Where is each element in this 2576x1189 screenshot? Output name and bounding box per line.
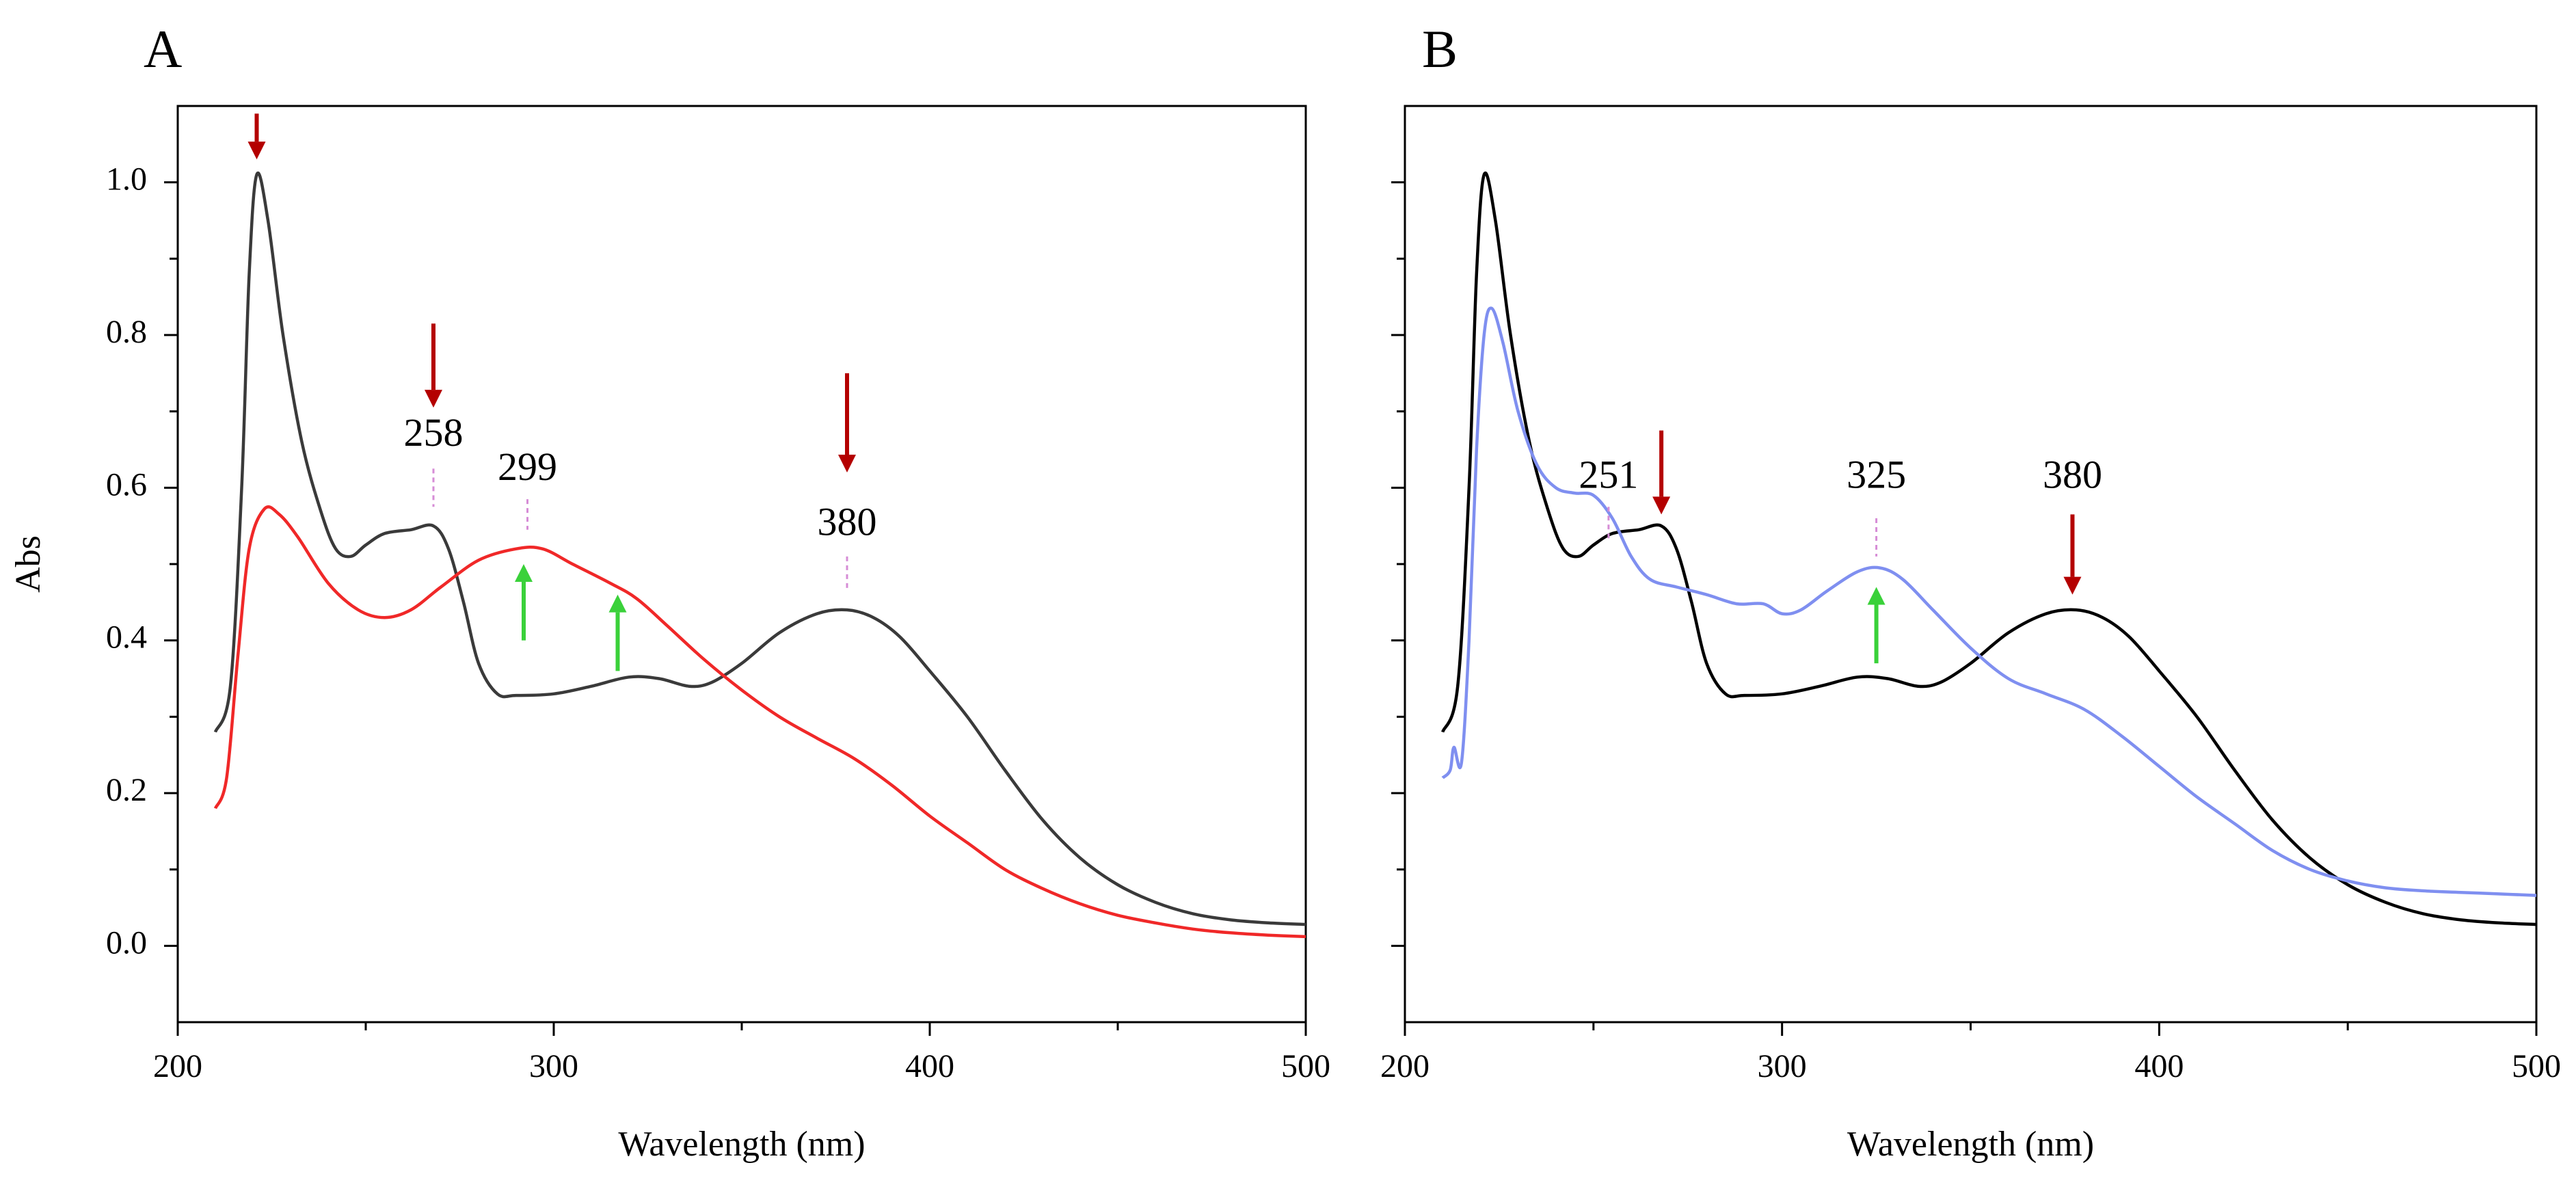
arrow-head	[608, 594, 627, 613]
y-axis-title: Abs	[9, 535, 48, 593]
series-line-red-spectrum	[213, 505, 1306, 939]
series-line-black-spectrum	[1441, 171, 2537, 926]
y-tick-label: 0.0	[106, 924, 147, 961]
up-arrow	[515, 564, 533, 641]
arrow-head	[1652, 496, 1671, 515]
x-axis-title: Wavelength (nm)	[618, 1125, 865, 1164]
x-tick-label: 200	[153, 1048, 202, 1084]
x-tick-label: 400	[2134, 1048, 2184, 1084]
arrow-head	[1867, 587, 1886, 605]
panel-label: A	[144, 19, 182, 79]
down-arrow	[838, 373, 856, 472]
down-arrow	[1652, 430, 1671, 515]
x-tick-label: 300	[1758, 1048, 1807, 1084]
up-arrow	[608, 594, 627, 671]
panel-label: B	[1422, 19, 1458, 79]
arrow-head	[425, 390, 442, 408]
peak-label-325: 325	[1847, 452, 1906, 496]
y-tick-label: 0.6	[106, 466, 147, 503]
arrow-head	[2063, 576, 2082, 595]
arrow-head	[838, 455, 856, 472]
peak-label-380: 380	[818, 500, 877, 544]
series-line-blue-spectrum	[1441, 306, 2537, 897]
x-axis-title: Wavelength (nm)	[1847, 1125, 2094, 1164]
y-tick-label: 1.0	[106, 161, 147, 198]
x-tick-label: 500	[2512, 1048, 2561, 1084]
plot-frame	[176, 105, 1307, 1024]
up-arrow	[1867, 587, 1886, 664]
series-line-dark-gray-spectrum	[213, 171, 1306, 926]
x-tick-label: 300	[529, 1048, 578, 1084]
x-tick-label: 200	[1380, 1048, 1430, 1084]
x-tick-label: 400	[905, 1048, 954, 1084]
chart-panels: A 200 300 400 500 0.0 0.2 0.4 0.6 0.8 1.0 Wavelengt…	[9, 19, 2561, 1164]
y-tick-label: 0.8	[106, 314, 147, 350]
peak-label-258: 258	[404, 410, 464, 455]
y-tick-label: 0.4	[106, 619, 147, 656]
x-tick-label: 500	[1281, 1048, 1330, 1084]
chart-panel-a: A 200 300 400 500 0.0 0.2 0.4 0.6 0.8 1.0 Wavelengt…	[9, 19, 1330, 1164]
peak-label-380: 380	[2043, 452, 2102, 496]
down-arrow	[425, 323, 442, 408]
chart-panel-b: B 200 300 400 500 Wavelength (nm) 251 325 380	[1380, 19, 2561, 1164]
peak-label-251: 251	[1579, 452, 1638, 496]
y-tick-label: 0.2	[106, 772, 147, 808]
down-arrow	[247, 113, 266, 160]
peak-label-299: 299	[498, 444, 557, 489]
arrow-head	[515, 564, 533, 582]
down-arrow	[2063, 514, 2082, 595]
arrow-head	[247, 142, 266, 160]
